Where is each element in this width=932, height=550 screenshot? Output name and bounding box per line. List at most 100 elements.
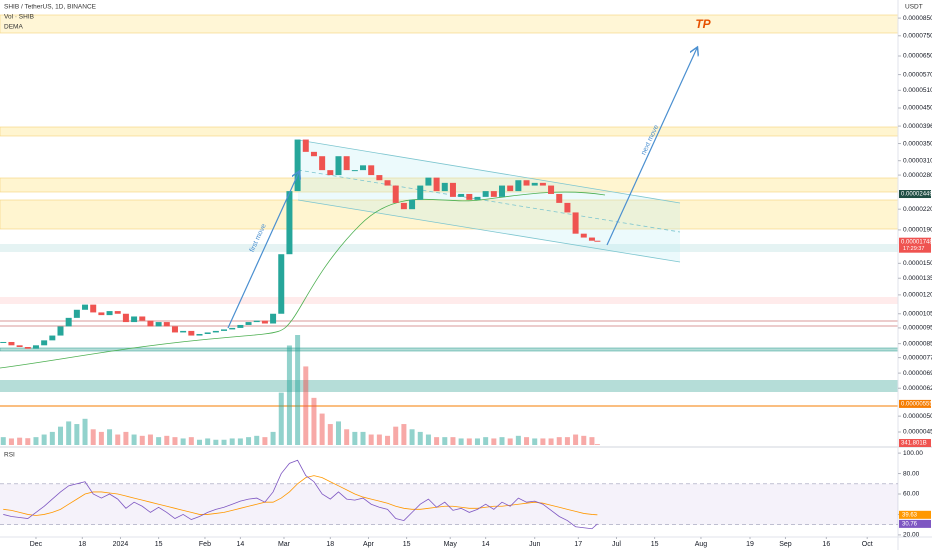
y-tick-label: 60.00 [903, 491, 920, 498]
candle [417, 185, 424, 200]
candle [482, 191, 489, 197]
volume-bar [286, 345, 292, 445]
volume-bar [581, 435, 587, 445]
volume-bar [491, 438, 497, 445]
candle [458, 193, 465, 197]
legend: Vol · SHIB [4, 14, 34, 21]
candle [351, 170, 358, 172]
candle [188, 330, 195, 336]
candle [343, 156, 350, 171]
y-tick-label: 0.00000950 [903, 325, 932, 332]
volume-bar [58, 426, 64, 445]
volume-bar [327, 424, 333, 445]
candle [122, 313, 129, 323]
candle [139, 316, 146, 321]
x-tick-label: 16 [822, 541, 830, 548]
candle [548, 185, 555, 194]
volume-bar [458, 438, 464, 445]
volume-bar [401, 424, 407, 445]
candle [245, 322, 252, 325]
candle [384, 180, 391, 186]
y-tick-label: 0.00001350 [903, 275, 932, 282]
volume-bar [221, 439, 227, 445]
candle [286, 191, 293, 255]
y-tick-label: 0.00006500 [903, 53, 932, 60]
currency: USDT [905, 4, 923, 11]
volume-bar [49, 431, 55, 445]
candle [392, 185, 399, 203]
candle [90, 304, 97, 313]
volume-bar [352, 431, 358, 445]
volume-bar [409, 429, 415, 445]
volume-bar [474, 438, 480, 445]
candle [556, 193, 563, 203]
x-tick-label: Jun [529, 541, 540, 548]
x-tick-label: Jul [612, 541, 621, 548]
volume-bar [344, 429, 350, 445]
rsi-label-bg [899, 519, 931, 528]
price-label: 0.00001748 [901, 239, 932, 245]
volume-bar [246, 437, 252, 445]
volume-bar [589, 437, 595, 445]
y-tick-label: 0.00002200 [903, 206, 932, 213]
candle [82, 304, 89, 310]
volume-bar [82, 418, 88, 445]
candle [196, 333, 203, 336]
volume-bar [515, 435, 521, 445]
zone [0, 297, 898, 304]
channel-fill [298, 140, 680, 262]
candle [507, 185, 514, 192]
candle [98, 312, 105, 316]
y-tick-label: 0.00003960 [903, 123, 932, 130]
volume-bar [548, 438, 554, 445]
candle [237, 324, 244, 328]
volume-bar [90, 429, 96, 445]
volume-bar [33, 437, 39, 445]
x-tick-label: 18 [78, 541, 86, 548]
zone [0, 126, 899, 137]
volume-bar [237, 438, 243, 445]
y-tick-label: 0.00001200 [903, 292, 932, 299]
volume-bar [540, 438, 546, 445]
volume-bar [434, 437, 440, 445]
channel-line [297, 199, 681, 263]
candle [302, 139, 309, 152]
volume-bar [573, 434, 579, 445]
volume-bar [295, 335, 301, 445]
volume-bar [524, 437, 530, 445]
y-tick-label: 0.00003500 [903, 140, 932, 147]
volume-bar [107, 429, 113, 445]
volume-bar [188, 437, 194, 445]
channel-line [297, 139, 681, 204]
candle [449, 182, 456, 197]
volume-bar [594, 444, 600, 445]
y-tick-label: 0.00000620 [903, 385, 932, 392]
dema-line [0, 191, 606, 369]
candle [294, 139, 301, 192]
zone [0, 244, 898, 252]
volume-bar [278, 392, 284, 445]
volume-bar [425, 434, 431, 445]
volume-bar [532, 438, 538, 445]
candle [360, 165, 367, 171]
candle [106, 311, 113, 316]
y-tick-label: 0.00008500 [903, 15, 932, 22]
rsi-band [0, 483, 898, 525]
x-tick-label: 18 [326, 541, 334, 548]
volume-bar [368, 434, 374, 445]
volume-bar [483, 437, 489, 445]
rsi-line [3, 459, 598, 530]
candle [261, 320, 268, 324]
x-tick-label: Mar [278, 541, 291, 548]
volume-bar [466, 438, 472, 445]
volume-bar [17, 437, 23, 445]
x-tick-label: 15 [155, 541, 163, 548]
candle [425, 177, 432, 186]
x-tick-label: Sep [779, 541, 792, 548]
y-tick-label: 0.00001050 [903, 310, 932, 317]
candle [278, 254, 285, 314]
y-tick-label: 0.00005700 [903, 71, 932, 78]
rsi-label: 39.63 [902, 512, 918, 518]
volume-bar [319, 413, 325, 445]
price-label: 0.00000555 [901, 401, 932, 407]
